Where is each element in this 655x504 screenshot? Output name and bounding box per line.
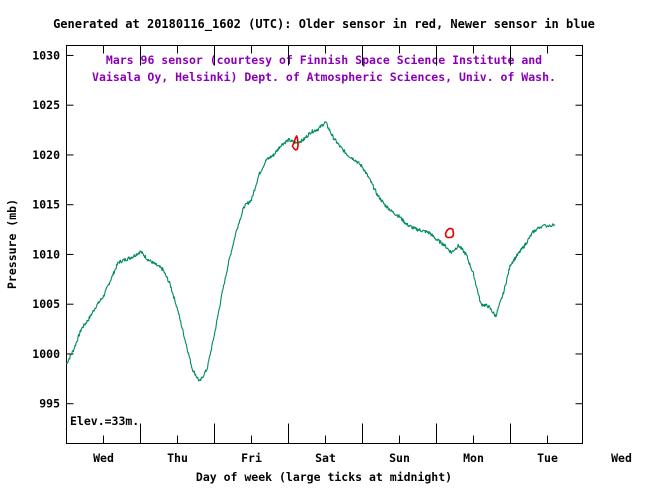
axes: 995 1000 1005 1010 1015 1020 1025 1030 Wed Thu Fri… [32,45,632,465]
older-sensor-series-line [291,135,299,151]
y-axis-label: Pressure (mb) [5,199,19,289]
credit-line-2: Vaisala Oy, Helsinki) Dept. of Atmospher… [92,70,556,84]
x-day-label: Sun [389,451,410,465]
y-tick-label: 995 [39,397,60,411]
x-day-label: Fri [241,451,262,465]
x-day-label: Wed [93,451,114,465]
data-series-group [65,121,556,382]
x-day-label: Thu [167,451,188,465]
older-sensor-series-line [444,227,455,239]
y-tick-label: 1010 [32,247,60,261]
y-tick-label: 1020 [32,148,60,162]
pressure-series-line [65,121,556,382]
chart-title: Generated at 20180116_1602 (UTC): Older … [53,17,595,32]
plot-frame [66,45,583,444]
x-day-label: Mon [463,451,484,465]
x-day-label: Wed [611,451,632,465]
y-tick-label: 1015 [32,198,60,212]
y-tick-label: 1000 [32,347,60,361]
y-tick-label: 1025 [32,98,60,112]
elevation-annotation: Elev.=33m. [70,414,139,428]
x-axis-label: Day of week (large ticks at midnight) [196,470,452,484]
y-tick-label: 1030 [32,48,60,62]
x-day-label: Tue [537,451,558,465]
y-tick-label: 1005 [32,297,60,311]
x-day-label: Sat [315,451,336,465]
credit-line-1: Mars 96 sensor (courtesy of Finnish Spac… [106,53,542,67]
